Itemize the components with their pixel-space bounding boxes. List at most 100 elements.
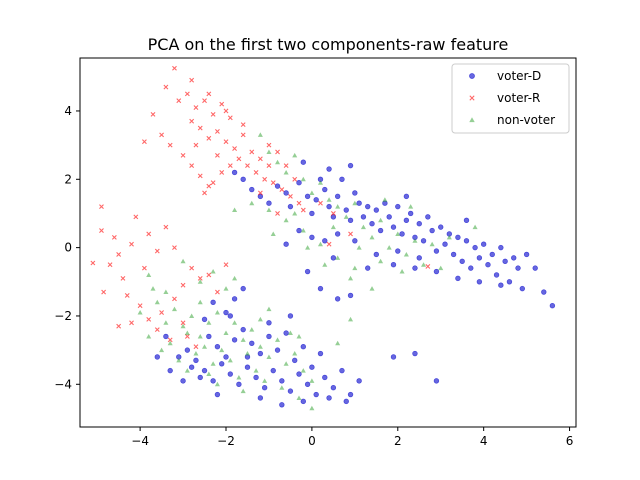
data-point [476, 279, 483, 285]
data-point [287, 193, 293, 199]
data-point [214, 344, 221, 350]
data-point [347, 292, 354, 299]
data-point [339, 176, 345, 182]
data-point [369, 234, 375, 240]
data-point [450, 251, 457, 258]
data-point [197, 299, 203, 305]
data-point [111, 234, 117, 240]
data-point [433, 378, 440, 384]
data-point [261, 385, 268, 391]
data-point [227, 163, 233, 169]
data-point [257, 316, 263, 322]
data-point [223, 139, 229, 145]
x-tick-label: −2 [217, 434, 235, 448]
data-point [214, 310, 220, 315]
data-point [214, 289, 220, 295]
data-point [266, 163, 272, 169]
data-point [245, 163, 250, 169]
data-point [167, 367, 173, 374]
data-point [287, 203, 294, 210]
data-point [257, 344, 263, 349]
data-point [382, 197, 388, 202]
data-point [365, 203, 371, 210]
data-point [163, 84, 169, 90]
data-point [463, 217, 470, 223]
data-point [283, 241, 289, 247]
data-point [373, 251, 380, 258]
data-point [283, 361, 289, 366]
legend-label: voter-R [497, 91, 540, 105]
data-point [146, 333, 152, 339]
data-point [275, 337, 281, 342]
data-point [498, 282, 504, 288]
data-point [489, 251, 495, 258]
data-point [184, 368, 190, 373]
data-point [377, 227, 384, 234]
data-point [390, 354, 397, 360]
data-point [202, 98, 207, 104]
data-point [244, 364, 251, 370]
data-point [429, 241, 435, 247]
data-point [386, 245, 392, 250]
data-point [429, 227, 435, 234]
data-point [184, 91, 190, 97]
data-point [210, 299, 216, 305]
data-point [275, 159, 281, 165]
data-point [275, 149, 280, 155]
data-point [356, 378, 362, 384]
data-point [240, 337, 246, 342]
data-point [249, 149, 255, 155]
data-point [339, 367, 345, 374]
data-point [348, 231, 353, 237]
data-point [240, 176, 246, 182]
data-point [459, 258, 465, 264]
data-point [231, 169, 238, 176]
data-point [283, 330, 289, 336]
data-point [210, 361, 216, 366]
axes-border [79, 57, 577, 428]
data-point [304, 268, 311, 275]
data-point [309, 210, 315, 217]
data-point [137, 310, 143, 315]
data-point [163, 320, 169, 325]
data-point [163, 333, 169, 340]
data-point [318, 200, 323, 206]
data-point [493, 272, 500, 278]
data-point [365, 265, 371, 271]
data-point [171, 306, 177, 312]
data-point [214, 129, 220, 134]
data-point [262, 378, 268, 383]
legend-label: non-voter [497, 113, 555, 127]
data-point [292, 176, 298, 182]
data-point [231, 337, 238, 343]
data-point [296, 200, 302, 206]
data-point [378, 258, 384, 264]
data-point [266, 207, 272, 213]
data-point [348, 275, 354, 281]
data-point [141, 139, 147, 145]
data-point [202, 344, 208, 349]
data-point [206, 135, 212, 141]
legend-entry: non-voter [469, 113, 555, 127]
data-point [159, 347, 165, 353]
data-point [266, 306, 272, 312]
data-point [257, 132, 263, 137]
legend-label: voter-D [497, 69, 541, 83]
data-point [296, 371, 302, 377]
data-point [180, 282, 186, 288]
data-point [412, 350, 418, 357]
data-point [275, 211, 280, 216]
data-point [249, 327, 255, 332]
data-point [99, 228, 104, 233]
data-point [326, 197, 332, 202]
data-point [227, 313, 234, 319]
data-point [116, 252, 122, 257]
legend-entry: voter-R [469, 91, 540, 105]
data-point [193, 105, 199, 110]
data-point [223, 309, 229, 316]
data-point [201, 367, 208, 374]
data-point [309, 378, 315, 383]
data-point [223, 108, 229, 114]
data-point [206, 91, 212, 97]
data-point [270, 231, 276, 236]
